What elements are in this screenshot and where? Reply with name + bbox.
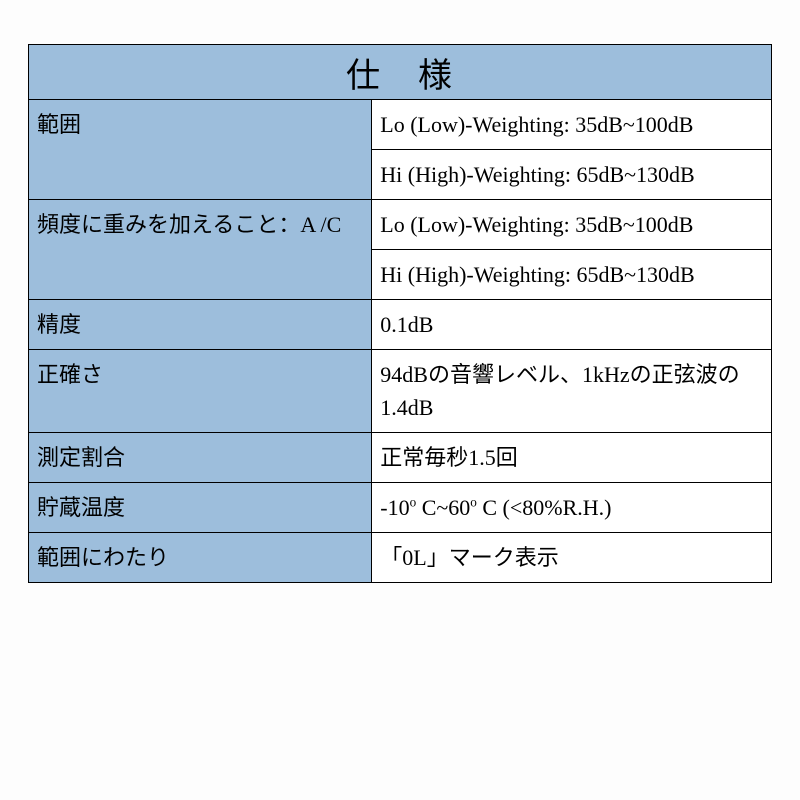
row-label: 精度 [29,300,372,350]
row-label: 頻度に重みを加えること：A /C [29,200,372,300]
row-value: 正常毎秒1.5回 [372,433,772,483]
row-value: Hi (High)-Weighting: 65dB~130dB [372,150,772,200]
table-row: 測定割合正常毎秒1.5回 [29,433,772,483]
row-label: 測定割合 [29,433,372,483]
row-label: 正確さ [29,350,372,433]
row-value: Lo (Low)-Weighting: 35dB~100dB [372,100,772,150]
row-label: 貯蔵温度 [29,483,372,533]
row-label: 範囲にわたり [29,533,372,583]
row-value: 「0L」マーク表示 [372,533,772,583]
table-title: 仕 様 [346,58,454,95]
row-label: 範囲 [29,100,372,200]
row-value: 94dBの音響レベル、1kHzの正弦波の1.4dB [372,350,772,433]
table-row: 頻度に重みを加えること：A /CLo (Low)-Weighting: 35dB… [29,200,772,250]
spec-table: 仕 様 範囲Lo (Low)-Weighting: 35dB~100dBHi (… [28,44,772,583]
table-row: 貯蔵温度-10o C~60o C (<80%R.H.) [29,483,772,533]
row-value: Hi (High)-Weighting: 65dB~130dB [372,250,772,300]
spec-table-wrap: 仕 様 範囲Lo (Low)-Weighting: 35dB~100dBHi (… [0,0,800,583]
table-row: 範囲Lo (Low)-Weighting: 35dB~100dB [29,100,772,150]
table-header: 仕 様 [29,45,772,100]
table-row: 精度0.1dB [29,300,772,350]
row-value: Lo (Low)-Weighting: 35dB~100dB [372,200,772,250]
table-row: 正確さ94dBの音響レベル、1kHzの正弦波の1.4dB [29,350,772,433]
row-value: -10o C~60o C (<80%R.H.) [372,483,772,533]
table-row: 範囲にわたり「0L」マーク表示 [29,533,772,583]
row-value: 0.1dB [372,300,772,350]
